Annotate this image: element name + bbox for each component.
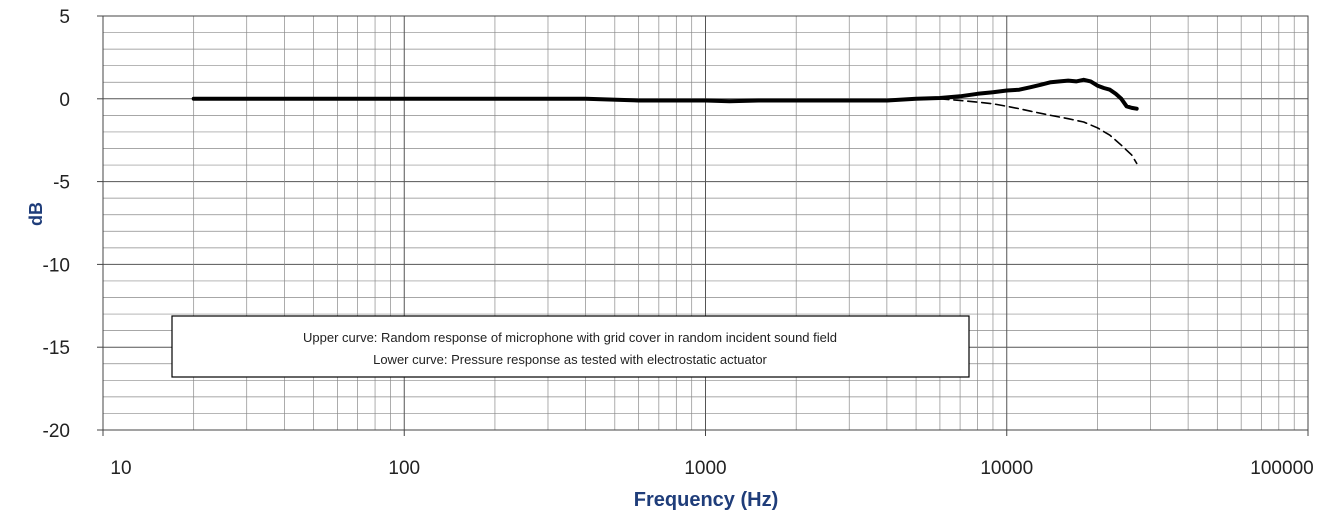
x-tick-label: 10 — [110, 458, 131, 479]
y-tick-label: 5 — [59, 7, 70, 28]
x-tick-label: 10000 — [980, 458, 1033, 479]
upper-curve-line — [191, 77, 1139, 111]
y-tick-label: 0 — [59, 90, 70, 111]
y-tick-label: -20 — [43, 421, 70, 442]
lower-curve-line — [939, 98, 1138, 165]
y-tick-label: -5 — [53, 173, 70, 194]
x-tick-label: 100 — [388, 458, 420, 479]
x-tick-label: 1000 — [684, 458, 726, 479]
tick-labels: 5 0 -5 -10 -15 -20 10 100 1000 10000 100000 — [43, 7, 1314, 479]
x-tick-label: 100000 — [1250, 458, 1313, 479]
annotation-lower-curve: Lower curve: Pressure response as tested… — [373, 352, 767, 367]
y-axis-title: dB — [26, 202, 46, 226]
annotation-upper-curve: Upper curve: Random response of micropho… — [303, 330, 837, 345]
y-tick-label: -10 — [43, 255, 70, 276]
annotation-frame — [171, 315, 970, 378]
annotation-box: Upper curve: Random response of micropho… — [171, 315, 970, 378]
series-layer — [191, 77, 1139, 165]
x-axis-title: Frequency (Hz) — [634, 489, 778, 511]
y-tick-label: -15 — [43, 338, 70, 359]
